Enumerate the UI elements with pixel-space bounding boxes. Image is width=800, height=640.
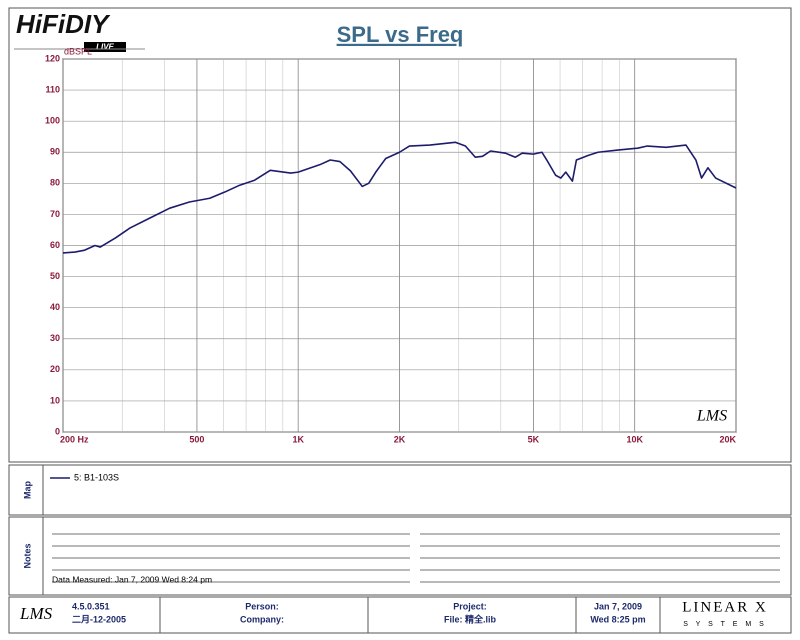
x-tick-label: 1K	[292, 434, 304, 444]
project: Project:	[453, 601, 487, 611]
person: Person:	[245, 601, 279, 611]
x-tick-label: 500	[189, 434, 204, 444]
x-tick-label: 20K	[719, 434, 736, 444]
legend-label: 5: B1-103S	[74, 472, 119, 482]
x-tick-label: 2K	[394, 434, 406, 444]
panel-label: Notes	[22, 543, 32, 568]
y-tick-label: 40	[50, 302, 60, 312]
version: 4.5.0.351	[72, 601, 110, 611]
logo: HiFiDIY	[16, 9, 111, 39]
y-tick-label: 0	[55, 426, 60, 436]
notes-text: Data Measured: Jan 7, 2009 Wed 8:24 pm	[52, 574, 212, 584]
brand-sub: S Y S T E M S	[683, 621, 767, 628]
notes-lines	[52, 533, 780, 583]
y-tick-label: 80	[50, 178, 60, 188]
brand: LINEAR X	[682, 599, 768, 615]
y-tick-label: 50	[50, 271, 60, 281]
y-tick-label: 10	[50, 395, 60, 405]
y-axis-label: dBSPL	[64, 46, 92, 56]
footer-logo: LMS	[19, 604, 53, 623]
chart-title: SPL vs Freq	[337, 22, 464, 47]
grid	[62, 58, 737, 433]
y-tick-label: 120	[45, 53, 60, 63]
logo-badge-bg	[84, 42, 126, 52]
file: File: 精全.lib	[444, 613, 497, 624]
map-panel	[8, 464, 792, 516]
watermark: LMS	[696, 408, 727, 425]
series-line	[62, 141, 737, 254]
panel-label: Map	[22, 480, 32, 499]
y-tick-label: 110	[45, 84, 60, 94]
y-tick-label: 30	[50, 333, 60, 343]
y-tick-label: 20	[50, 364, 60, 374]
y-tick-label: 100	[45, 116, 60, 126]
x-tick-label: 10K	[626, 434, 643, 444]
y-tick-label: 60	[50, 240, 60, 250]
logo-badge: LIVE	[96, 43, 114, 52]
x-tick-label: 5K	[528, 434, 540, 444]
y-tick-label: 90	[50, 147, 60, 157]
date: Jan 7, 2009	[594, 601, 642, 611]
time: Wed 8:25 pm	[590, 614, 645, 624]
x-tick-label: 200 Hz	[60, 434, 89, 444]
build-date: 二月-12-2005	[72, 614, 126, 624]
footer	[8, 596, 792, 634]
company: Company:	[240, 614, 284, 624]
y-tick-label: 70	[50, 209, 60, 219]
